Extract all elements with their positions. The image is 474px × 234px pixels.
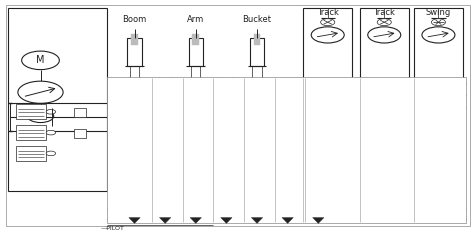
Bar bbox=[364, 157, 380, 162]
Text: Arm: Arm bbox=[187, 15, 204, 24]
Circle shape bbox=[22, 51, 59, 69]
Bar bbox=[188, 211, 204, 216]
Bar bbox=[157, 101, 173, 108]
Text: Boom: Boom bbox=[122, 15, 146, 24]
Bar bbox=[289, 80, 298, 84]
Bar bbox=[74, 128, 86, 138]
Bar bbox=[439, 137, 455, 142]
Circle shape bbox=[377, 19, 392, 26]
Text: Track: Track bbox=[317, 8, 338, 17]
Bar bbox=[307, 108, 329, 208]
Bar bbox=[439, 148, 455, 152]
Bar bbox=[166, 80, 175, 84]
Polygon shape bbox=[190, 218, 201, 223]
Circle shape bbox=[422, 27, 455, 43]
Bar bbox=[419, 157, 434, 162]
Bar bbox=[254, 34, 260, 45]
Bar bbox=[124, 80, 134, 84]
Bar bbox=[310, 101, 327, 108]
Circle shape bbox=[46, 151, 55, 156]
Circle shape bbox=[46, 130, 55, 135]
Circle shape bbox=[320, 19, 335, 26]
Bar bbox=[329, 137, 345, 142]
Polygon shape bbox=[221, 218, 232, 223]
Bar bbox=[128, 38, 142, 66]
Bar bbox=[308, 157, 323, 162]
Text: Track: Track bbox=[374, 8, 395, 17]
Bar bbox=[385, 157, 401, 162]
Bar bbox=[74, 108, 86, 117]
Bar bbox=[277, 80, 287, 84]
Bar bbox=[279, 101, 296, 108]
Bar bbox=[307, 123, 349, 141]
Circle shape bbox=[18, 81, 63, 103]
Bar bbox=[246, 80, 256, 84]
Circle shape bbox=[46, 110, 55, 114]
Bar bbox=[303, 8, 353, 145]
Bar bbox=[418, 123, 459, 141]
Bar bbox=[185, 108, 207, 208]
Bar bbox=[215, 108, 237, 208]
Circle shape bbox=[311, 27, 344, 43]
Text: —PILOT: —PILOT bbox=[100, 226, 124, 231]
Bar bbox=[385, 137, 401, 142]
Bar bbox=[16, 125, 46, 140]
Polygon shape bbox=[251, 218, 263, 223]
Bar bbox=[439, 157, 455, 162]
Circle shape bbox=[27, 110, 54, 123]
Bar bbox=[218, 211, 235, 216]
Bar bbox=[258, 80, 267, 84]
Bar bbox=[364, 148, 380, 152]
Bar bbox=[136, 80, 145, 84]
Bar bbox=[108, 77, 465, 223]
Polygon shape bbox=[282, 218, 293, 223]
Bar bbox=[329, 157, 345, 162]
Bar bbox=[308, 148, 323, 152]
Bar bbox=[216, 80, 226, 84]
Bar bbox=[126, 211, 143, 216]
Bar bbox=[250, 38, 264, 66]
Bar bbox=[126, 101, 143, 108]
Bar bbox=[188, 101, 204, 108]
Bar bbox=[189, 38, 203, 66]
Bar bbox=[363, 123, 405, 141]
Bar bbox=[8, 8, 108, 191]
Bar bbox=[359, 8, 409, 145]
Bar bbox=[249, 101, 265, 108]
Bar bbox=[319, 80, 328, 84]
Polygon shape bbox=[129, 218, 140, 223]
Bar bbox=[123, 108, 146, 208]
Bar bbox=[185, 80, 195, 84]
Bar bbox=[197, 80, 206, 84]
Bar bbox=[308, 80, 318, 84]
Polygon shape bbox=[313, 218, 324, 223]
Bar bbox=[16, 146, 46, 161]
Text: Bucket: Bucket bbox=[243, 15, 272, 24]
Bar bbox=[419, 148, 434, 152]
Bar bbox=[308, 137, 323, 142]
Polygon shape bbox=[159, 218, 171, 223]
Bar bbox=[329, 148, 345, 152]
Bar bbox=[155, 80, 164, 84]
Bar bbox=[419, 137, 434, 142]
Bar bbox=[192, 34, 199, 45]
Bar bbox=[157, 211, 173, 216]
Bar bbox=[154, 108, 176, 208]
Bar bbox=[246, 108, 268, 208]
Bar bbox=[16, 104, 46, 119]
Bar bbox=[249, 211, 265, 216]
Bar bbox=[218, 101, 235, 108]
Circle shape bbox=[431, 19, 446, 26]
Bar bbox=[385, 148, 401, 152]
Bar bbox=[364, 137, 380, 142]
Text: M: M bbox=[36, 55, 45, 65]
Bar bbox=[310, 211, 327, 216]
Text: Swing: Swing bbox=[426, 8, 451, 17]
Bar bbox=[279, 211, 296, 216]
Bar bbox=[277, 108, 299, 208]
Circle shape bbox=[368, 27, 401, 43]
Bar bbox=[228, 80, 237, 84]
Bar bbox=[414, 8, 463, 145]
Bar bbox=[131, 34, 138, 45]
